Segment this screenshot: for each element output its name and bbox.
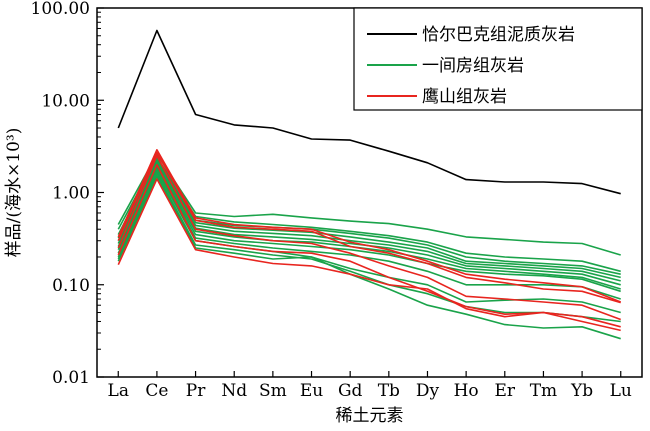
series-line-group-2	[117, 151, 621, 304]
series-line-group-1	[117, 162, 621, 282]
legend-label: 一间房组灰岩	[422, 56, 524, 76]
y-tick-label: 10.00	[41, 91, 90, 111]
y-tick-label: 1.00	[52, 184, 90, 204]
x-tick-label: La	[108, 381, 129, 401]
series-line-group-1	[117, 166, 621, 290]
x-tick-label: Ce	[145, 381, 168, 401]
series-line-group-1	[117, 153, 621, 256]
x-tick-label: Lu	[610, 381, 632, 401]
series-line-group-1	[117, 167, 621, 293]
legend-box	[353, 7, 643, 111]
series-line-group-1	[117, 168, 621, 300]
x-tick-label: Yb	[570, 381, 593, 401]
series-line-group-1	[117, 156, 621, 273]
x-tick-label: Eu	[300, 381, 323, 401]
x-tick-label: Tb	[378, 381, 400, 401]
series-line-group-0	[117, 29, 621, 195]
x-tick-label: Ho	[454, 381, 479, 401]
ticks-layer: 0.01 0.10 1.00 10.00 100.00 La Ce Pr Nd Sm Eu Gd Tb D…	[31, 0, 632, 401]
series-line-group-1	[117, 175, 621, 340]
y-axis-title: 样品/(海水×10³)	[4, 128, 24, 258]
legend-label: 恰尔巴克组泥质灰岩	[422, 25, 575, 45]
series-line-group-1	[117, 160, 621, 279]
x-tick-label: Tm	[530, 381, 557, 401]
y-tick-label: 100.00	[31, 0, 90, 19]
x-tick-label: Gd	[338, 381, 363, 401]
series-line-group-2	[117, 178, 621, 332]
y-tick-label: 0.10	[52, 276, 90, 296]
x-tick-label: Nd	[221, 381, 247, 401]
x-axis-title: 稀土元素	[336, 406, 404, 426]
x-tick-label: Sm	[259, 381, 287, 401]
series-layer	[117, 29, 621, 340]
y-tick-label: 0.01	[52, 368, 90, 388]
legend-label: 鹰山组灰岩	[422, 87, 507, 107]
x-tick-label: Dy	[416, 381, 440, 401]
x-tick-label: Er	[495, 381, 516, 401]
series-line-group-2	[117, 155, 621, 321]
series-line-group-2	[117, 149, 621, 303]
x-tick-label: Pr	[186, 381, 206, 401]
